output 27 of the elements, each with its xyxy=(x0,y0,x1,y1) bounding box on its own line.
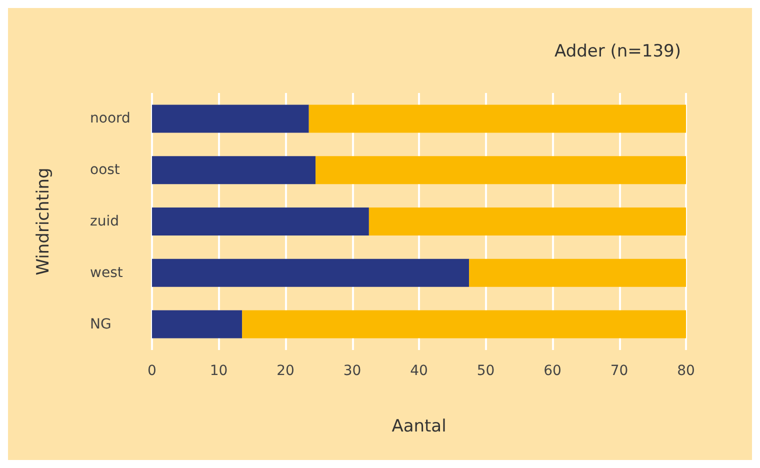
chart-title: Adder (n=139) xyxy=(554,42,682,62)
bar xyxy=(152,310,242,338)
bar xyxy=(316,156,686,184)
x-axis-title: Aantal xyxy=(392,416,446,436)
y-tick-label: oost xyxy=(90,162,120,178)
x-tick-label: 30 xyxy=(343,363,362,379)
bar xyxy=(152,208,369,236)
y-tick-label: noord xyxy=(90,110,130,127)
y-tick-label: west xyxy=(90,264,124,281)
x-tick-label: 50 xyxy=(476,363,495,379)
x-tick-label: 40 xyxy=(410,363,428,379)
bar xyxy=(152,258,470,287)
x-tick-label: 10 xyxy=(210,363,228,379)
bar xyxy=(152,156,316,184)
bar xyxy=(152,104,309,133)
bar xyxy=(308,104,686,133)
y-tick-label: zuid xyxy=(90,214,119,230)
y-axis-title: Windrichting xyxy=(34,168,54,276)
bar xyxy=(368,208,686,236)
bar xyxy=(242,310,686,338)
bar xyxy=(469,258,686,287)
y-tick-label: NG xyxy=(90,316,112,332)
x-tick-label: 60 xyxy=(544,363,562,379)
x-tick-label: 0 xyxy=(148,363,156,379)
x-tick-label: 70 xyxy=(610,363,628,379)
x-tick-label: 80 xyxy=(677,363,695,379)
x-tick-label: 20 xyxy=(276,363,294,379)
